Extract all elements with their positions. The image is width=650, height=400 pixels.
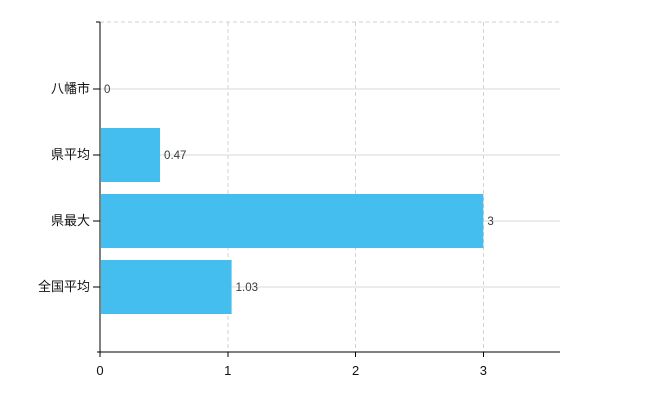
x-tick-label-2: 2 [352,363,359,378]
value-label-3: 1.03 [236,282,258,294]
x-tick-label-3: 3 [480,363,487,378]
bar-1 [101,128,161,182]
value-label-1: 0.47 [164,150,186,162]
category-label-1: 県平均 [51,147,90,162]
bar-3 [101,260,232,314]
category-label-0: 八幡市 [51,81,90,96]
category-label-2: 県最大 [51,213,90,228]
category-label-3: 全国平均 [38,279,90,294]
value-label-0: 0 [104,84,110,96]
bar-2 [101,194,484,248]
x-tick-label-0: 0 [96,363,103,378]
value-label-2: 3 [487,216,493,228]
x-tick-label-1: 1 [224,363,231,378]
